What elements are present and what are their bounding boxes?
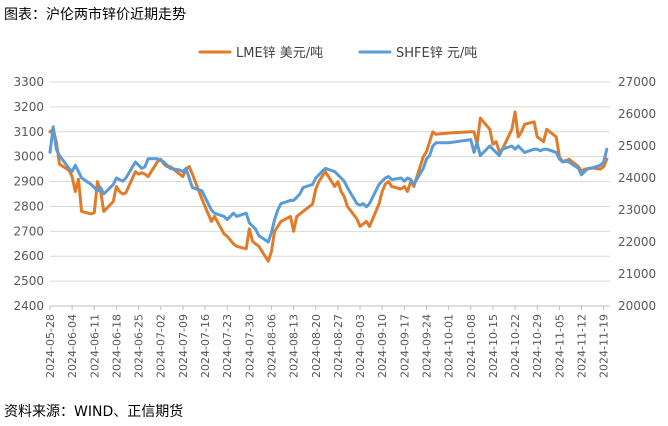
x-tick-label: 2024-08-20	[310, 314, 323, 378]
series-line-lme	[48, 110, 609, 263]
x-tick-label: 2024-09-03	[354, 314, 367, 378]
left-y-tick-label: 2900	[13, 175, 44, 189]
x-tick-label: 2024-09-24	[420, 314, 433, 378]
x-tick-label: 2024-09-17	[398, 314, 411, 378]
right-y-tick-label: 21000	[618, 267, 656, 281]
x-tick-label: 2024-08-06	[265, 314, 278, 378]
x-tick-label: 2024-08-13	[288, 314, 301, 378]
x-tick-label: 2024-10-08	[465, 314, 478, 378]
left-y-tick-label: 2500	[13, 274, 44, 288]
x-tick-label: 2024-09-10	[376, 314, 389, 378]
legend: LME锌 美元/吨 SHFE锌 元/吨	[198, 46, 477, 61]
right-y-axis: 20000 21000 22000 23000 24000 25000 26000 27000	[618, 75, 656, 313]
series-lines	[48, 110, 609, 263]
left-y-tick-label: 3200	[13, 100, 44, 114]
x-tick-label: 2024-11-05	[553, 314, 566, 378]
chart-title: 图表：沪伦两市锌价近期走势	[4, 7, 186, 23]
legend-label-shfe: SHFE锌 元/吨	[396, 46, 477, 61]
left-y-tick-label: 2700	[13, 224, 44, 238]
right-y-tick-label: 25000	[618, 139, 656, 153]
data-source: 资料来源：WIND、正信期货	[4, 404, 184, 420]
left-y-tick-label: 2800	[13, 199, 44, 213]
x-tick-label: 2024-06-11	[88, 314, 101, 378]
left-y-tick-label: 3300	[13, 75, 44, 89]
legend-label-lme: LME锌 美元/吨	[236, 46, 323, 61]
x-tick-label: 2024-11-19	[598, 314, 611, 378]
x-tick-label: 2024-11-12	[576, 314, 589, 378]
right-y-tick-label: 27000	[618, 75, 656, 89]
right-y-tick-label: 26000	[618, 107, 656, 121]
x-tick-label: 2024-06-04	[66, 314, 79, 378]
grid-lines	[50, 81, 610, 307]
x-tick-label: 2024-08-27	[332, 314, 345, 378]
right-y-tick-label: 23000	[618, 203, 656, 217]
left-y-tick-label: 3100	[13, 125, 44, 139]
left-y-tick-label: 2400	[13, 299, 44, 313]
x-tick-label: 2024-05-28	[44, 314, 57, 378]
x-tick-label: 2024-07-02	[155, 314, 168, 378]
right-y-tick-label: 22000	[618, 235, 656, 249]
left-y-axis: 2400 2500 2600 2700 2800 2900 3000 3100 3200 3300	[13, 75, 44, 313]
x-tick-label: 2024-07-16	[199, 314, 212, 378]
x-tick-label: 2024-10-29	[531, 314, 544, 378]
right-y-tick-label: 20000	[618, 299, 656, 313]
x-axis: 2024-05-28 2024-06-04 2024-06-11 2024-06-18…	[44, 305, 611, 378]
x-tick-label: 2024-06-25	[133, 314, 146, 378]
x-tick-label: 2024-10-15	[487, 314, 500, 378]
series-line-shfe	[48, 125, 609, 244]
left-y-tick-label: 2600	[13, 249, 44, 263]
x-tick-label: 2024-10-22	[509, 314, 522, 378]
left-y-tick-label: 3000	[13, 150, 44, 164]
x-tick-label: 2024-07-30	[243, 314, 256, 378]
right-y-tick-label: 24000	[618, 171, 656, 185]
x-tick-label: 2024-06-18	[110, 314, 123, 378]
x-tick-label: 2024-07-23	[221, 314, 234, 378]
x-tick-label: 2024-10-01	[443, 314, 456, 378]
x-tick-label: 2024-07-09	[177, 314, 190, 378]
